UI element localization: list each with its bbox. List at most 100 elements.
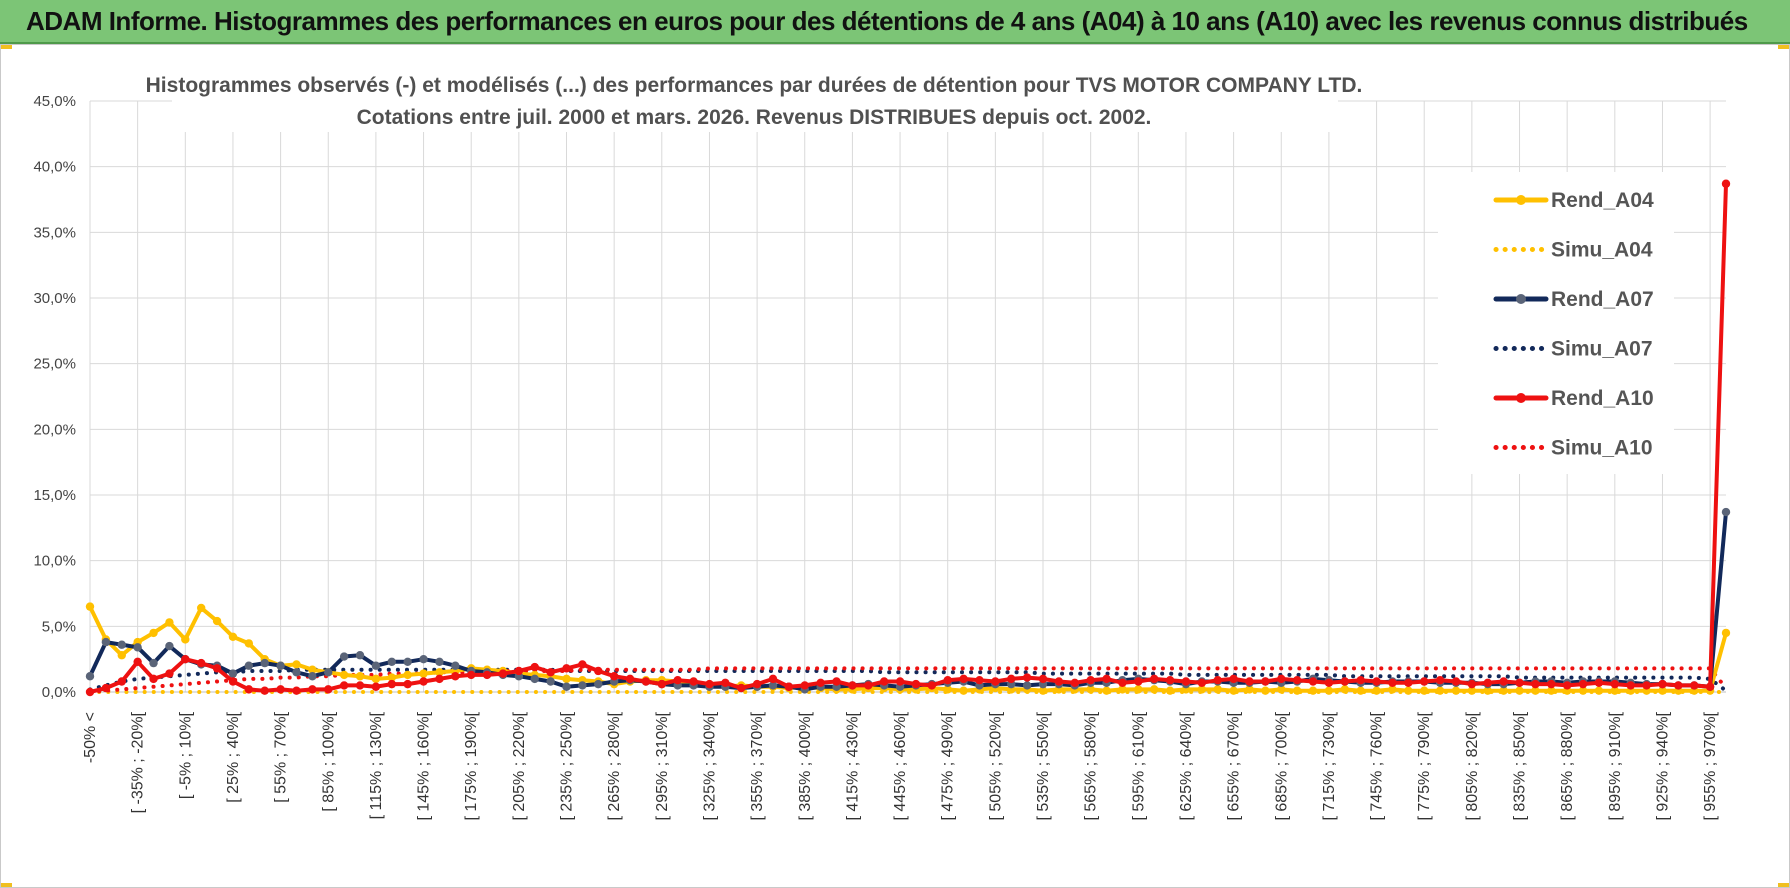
y-tick-label: 10,0% — [33, 553, 76, 570]
data-point-rend-a04 — [1372, 686, 1381, 695]
data-point-rend-a07 — [546, 677, 555, 686]
chart-title-line-2: Cotations entre juil. 2000 et mars. 2026… — [357, 106, 1152, 129]
data-point-rend-a04 — [1467, 686, 1477, 695]
x-tick-label: [ 475% ; 490%[ — [940, 711, 957, 820]
data-point-rend-a04 — [943, 685, 952, 694]
data-point-rend-a10 — [324, 685, 333, 694]
legend-label-simu-a07: Simu_A07 — [1551, 338, 1653, 361]
data-point-rend-a10 — [1610, 679, 1620, 689]
data-point-rend-a07 — [578, 681, 587, 690]
data-point-rend-a04 — [1308, 686, 1318, 695]
data-point-rend-a10 — [562, 664, 571, 673]
data-point-rend-a07 — [451, 661, 460, 670]
data-point-rend-a04 — [1531, 686, 1540, 695]
legend-label-rend-a07: Rend_A07 — [1551, 288, 1654, 311]
data-point-rend-a04 — [403, 670, 412, 680]
data-point-rend-a07 — [403, 657, 412, 666]
data-point-rend-a04 — [1277, 685, 1286, 694]
data-point-rend-a10 — [689, 677, 698, 686]
data-point-rend-a04 — [1356, 686, 1365, 695]
data-point-rend-a07 — [292, 668, 301, 677]
data-point-rend-a10 — [1658, 679, 1667, 689]
x-tick-label: -50% < — [82, 712, 99, 763]
data-point-rend-a04 — [1451, 686, 1461, 695]
x-tick-label: [ 205% ; 220%[ — [511, 711, 528, 820]
data-point-rend-a10 — [403, 679, 412, 689]
data-point-rend-a04 — [1388, 685, 1397, 694]
data-point-rend-a04 — [1499, 686, 1508, 695]
data-point-rend-a10 — [752, 679, 762, 689]
data-point-rend-a10 — [1578, 679, 1588, 689]
data-point-rend-a10 — [260, 686, 269, 695]
data-point-rend-a07 — [562, 682, 571, 691]
data-point-rend-a07 — [165, 641, 174, 651]
legend-marker-rend-a04 — [1516, 195, 1526, 205]
data-point-rend-a10 — [1086, 675, 1095, 685]
data-point-rend-a04 — [1340, 685, 1349, 694]
y-tick-label: 15,0% — [33, 487, 76, 504]
y-tick-label: 40,0% — [33, 159, 76, 176]
x-tick-label: [ 175% ; 190%[ — [463, 711, 480, 820]
data-point-rend-a04 — [308, 665, 317, 674]
x-tick-label: [ 535% ; 550%[ — [1035, 711, 1052, 820]
x-tick-label: [ 595% ; 610%[ — [1130, 711, 1147, 820]
data-point-rend-a04 — [117, 651, 126, 660]
data-point-rend-a04 — [85, 602, 95, 611]
x-tick-label: [ -5% ; 10%[ — [177, 711, 194, 799]
data-point-rend-a10 — [1356, 675, 1365, 685]
data-point-rend-a10 — [879, 677, 889, 686]
data-point-rend-a04 — [181, 635, 190, 644]
data-point-rend-a10 — [133, 657, 142, 666]
data-point-rend-a04 — [1102, 686, 1111, 695]
data-point-rend-a10 — [1483, 678, 1492, 688]
data-point-rend-a10 — [911, 679, 921, 689]
data-point-rend-a10 — [1245, 677, 1254, 686]
legend-label-simu-a04: Simu_A04 — [1551, 239, 1653, 262]
data-point-rend-a04 — [1038, 686, 1048, 695]
data-point-rend-a07 — [339, 652, 349, 661]
data-point-rend-a10 — [927, 681, 937, 690]
data-point-rend-a04 — [292, 660, 301, 669]
data-point-rend-a10 — [848, 681, 857, 690]
corner-accent-top-right — [1778, 44, 1790, 49]
data-point-rend-a10 — [387, 679, 396, 689]
data-point-rend-a04 — [1261, 686, 1270, 695]
data-point-rend-a04 — [196, 603, 206, 613]
legend-marker-rend-a10 — [1516, 393, 1526, 403]
x-tick-label: [ 25% ; 40%[ — [225, 711, 242, 802]
legend-marker-rend-a07 — [1516, 294, 1526, 304]
data-point-rend-a10 — [1261, 677, 1270, 686]
data-point-rend-a10 — [1134, 677, 1143, 686]
data-point-rend-a10 — [1404, 678, 1413, 688]
data-point-rend-a10 — [149, 674, 158, 684]
x-tick-label: [ 745% ; 760%[ — [1369, 711, 1386, 820]
data-point-rend-a04 — [1547, 686, 1556, 695]
x-tick-label: [ 805% ; 820%[ — [1464, 711, 1481, 820]
data-point-rend-a10 — [1705, 682, 1715, 691]
y-tick-label: 20,0% — [33, 421, 76, 438]
x-tick-label: [ 145% ; 160%[ — [416, 711, 433, 820]
data-point-rend-a10 — [1118, 678, 1127, 688]
data-point-rend-a10 — [1420, 677, 1429, 686]
x-tick-label: [ 565% ; 580%[ — [1083, 711, 1100, 820]
data-point-rend-a07 — [371, 661, 381, 670]
data-point-rend-a04 — [1420, 686, 1429, 695]
x-tick-label: [ 385% ; 400%[ — [797, 711, 814, 820]
data-point-rend-a10 — [482, 670, 492, 680]
data-point-rend-a10 — [1007, 674, 1016, 684]
data-point-rend-a04 — [371, 674, 381, 684]
data-point-rend-a10 — [1467, 679, 1477, 689]
legend-label-rend-a10: Rend_A10 — [1551, 387, 1654, 410]
data-point-rend-a10 — [1547, 679, 1556, 689]
data-point-rend-a07 — [260, 658, 269, 668]
y-tick-label: 5,0% — [42, 618, 76, 635]
data-point-rend-a10 — [451, 672, 460, 681]
data-point-rend-a10 — [1181, 677, 1191, 686]
data-point-rend-a07 — [355, 651, 365, 660]
data-point-rend-a10 — [228, 677, 238, 686]
data-point-rend-a10 — [435, 674, 444, 684]
data-point-rend-a10 — [1372, 677, 1381, 686]
data-point-rend-a10 — [1388, 678, 1397, 688]
data-point-rend-a10 — [594, 666, 603, 676]
